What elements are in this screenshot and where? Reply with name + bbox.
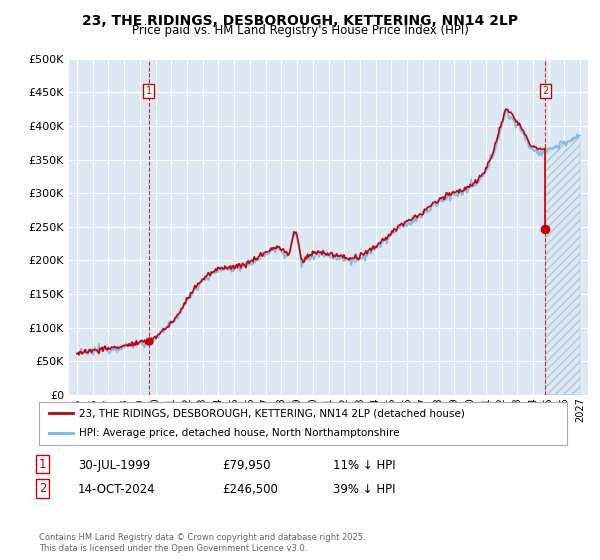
Text: 23, THE RIDINGS, DESBOROUGH, KETTERING, NN14 2LP (detached house): 23, THE RIDINGS, DESBOROUGH, KETTERING, … <box>79 408 464 418</box>
Text: 1: 1 <box>39 458 47 470</box>
Text: 1: 1 <box>146 86 152 96</box>
Text: £246,500: £246,500 <box>222 483 278 496</box>
Text: 23, THE RIDINGS, DESBOROUGH, KETTERING, NN14 2LP: 23, THE RIDINGS, DESBOROUGH, KETTERING, … <box>82 14 518 28</box>
Text: 30-JUL-1999: 30-JUL-1999 <box>78 459 150 472</box>
Text: 14-OCT-2024: 14-OCT-2024 <box>78 483 155 496</box>
Text: Price paid vs. HM Land Registry's House Price Index (HPI): Price paid vs. HM Land Registry's House … <box>131 24 469 37</box>
Text: 2: 2 <box>39 482 47 494</box>
Text: 2: 2 <box>542 86 548 96</box>
Text: 11% ↓ HPI: 11% ↓ HPI <box>333 459 395 472</box>
Text: 39% ↓ HPI: 39% ↓ HPI <box>333 483 395 496</box>
Text: £79,950: £79,950 <box>222 459 271 472</box>
Text: HPI: Average price, detached house, North Northamptonshire: HPI: Average price, detached house, Nort… <box>79 428 399 438</box>
Text: Contains HM Land Registry data © Crown copyright and database right 2025.
This d: Contains HM Land Registry data © Crown c… <box>39 533 365 553</box>
